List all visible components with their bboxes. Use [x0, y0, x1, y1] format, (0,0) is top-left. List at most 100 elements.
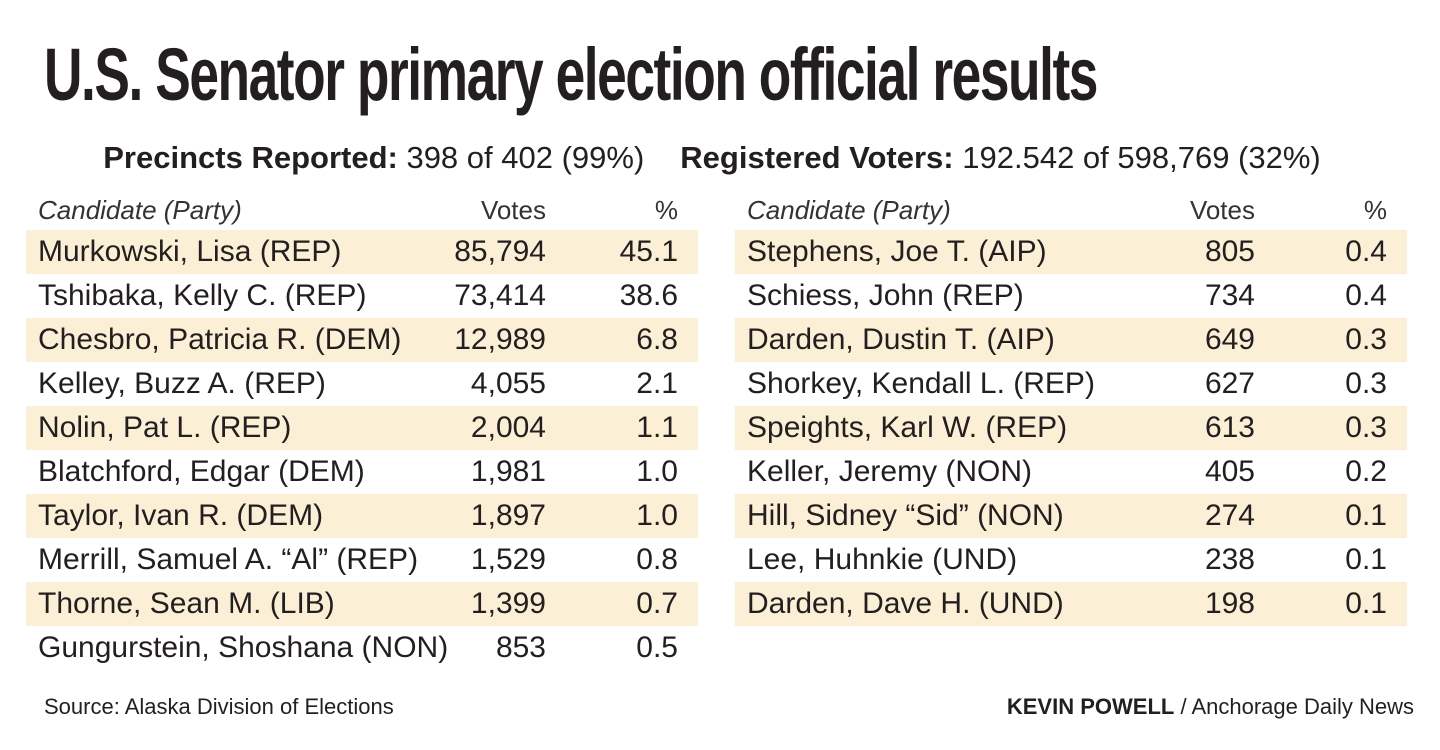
pct-cell: 0.8: [636, 543, 678, 576]
pct-cell: 0.1: [1345, 543, 1387, 576]
table-row: Kelley, Buzz A. (REP) 4,055 2.1: [26, 362, 698, 406]
pct-cell: 1.0: [636, 499, 678, 532]
votes-cell: 238: [1204, 543, 1255, 576]
table-row: Murkowski, Lisa (REP) 85,794 45.1: [26, 230, 698, 274]
table-row: Chesbro, Patricia R. (DEM) 12,989 6.8: [26, 318, 698, 362]
table-row: Stephens, Joe T. (AIP) 805 0.4: [735, 230, 1407, 274]
votes-cell: 1,897: [470, 499, 546, 532]
pct-cell: 0.3: [1345, 411, 1387, 444]
candidate-cell: Keller, Jeremy (NON): [747, 455, 1033, 488]
table-row: Blatchford, Edgar (DEM) 1,981 1.0: [26, 450, 698, 494]
source-note: Source: Alaska Division of Elections: [44, 694, 394, 719]
candidate-cell: Murkowski, Lisa (REP): [38, 235, 342, 268]
votes-cell: 649: [1204, 323, 1255, 356]
table-header: Candidate (Party) Votes %: [26, 190, 698, 230]
table-header: Candidate (Party) Votes %: [735, 190, 1407, 230]
votes-cell: 274: [1204, 499, 1255, 532]
votes-cell: 613: [1204, 411, 1255, 444]
votes-cell: 73,414: [454, 279, 546, 312]
votes-cell: 805: [1204, 235, 1255, 268]
pct-cell: 1.0: [636, 455, 678, 488]
results-table-left: Candidate (Party) Votes % Murkowski, Lis…: [26, 190, 698, 670]
table-row: Schiess, John (REP) 734 0.4: [735, 274, 1407, 318]
voters-value: 192.542 of 598,769 (32%): [962, 140, 1321, 175]
candidate-cell: Darden, Dustin T. (AIP): [747, 323, 1055, 356]
votes-cell: 405: [1204, 455, 1255, 488]
table-row: Darden, Dustin T. (AIP) 649 0.3: [735, 318, 1407, 362]
candidate-cell: Blatchford, Edgar (DEM): [38, 455, 365, 488]
pct-cell: 1.1: [636, 411, 678, 444]
table-body: Stephens, Joe T. (AIP) 805 0.4 Schiess, Joh…: [735, 230, 1407, 626]
header-votes: Votes: [1189, 195, 1255, 225]
candidate-cell: Merrill, Samuel A. “Al” (REP): [38, 543, 419, 576]
votes-cell: 734: [1204, 279, 1255, 312]
voters-label: Registered Voters:: [680, 140, 954, 175]
pct-cell: 0.4: [1345, 235, 1387, 268]
pct-cell: 0.5: [636, 631, 678, 664]
page-title: U.S. Senator primary election official r…: [44, 33, 1098, 116]
pct-cell: 0.3: [1345, 367, 1387, 400]
votes-cell: 853: [495, 631, 546, 664]
pct-cell: 45.1: [619, 235, 678, 268]
pct-cell: 0.3: [1345, 323, 1387, 356]
votes-cell: 85,794: [454, 235, 546, 268]
candidate-cell: Lee, Huhnkie (UND): [747, 543, 1018, 576]
candidate-cell: Tshibaka, Kelly C. (REP): [38, 279, 367, 312]
candidate-cell: Darden, Dave H. (UND): [747, 587, 1064, 620]
table-row: Keller, Jeremy (NON) 405 0.2: [735, 450, 1407, 494]
voters-stat: Registered Voters: 192.542 of 598,769 (3…: [680, 136, 1320, 180]
table-row: Shorkey, Kendall L. (REP) 627 0.3: [735, 362, 1407, 406]
table-row: Darden, Dave H. (UND) 198 0.1: [735, 582, 1407, 626]
votes-cell: 4,055: [470, 367, 546, 400]
pct-cell: 6.8: [636, 323, 678, 356]
votes-cell: 1,399: [470, 587, 546, 620]
candidate-cell: Thorne, Sean M. (LIB): [38, 587, 335, 620]
candidate-cell: Gungurstein, Shoshana (NON): [38, 631, 449, 664]
table-row: Nolin, Pat L. (REP) 2,004 1.1: [26, 406, 698, 450]
pct-cell: 0.4: [1345, 279, 1387, 312]
table-row: Tshibaka, Kelly C. (REP) 73,414 38.6: [26, 274, 698, 318]
table-row: Thorne, Sean M. (LIB) 1,399 0.7: [26, 582, 698, 626]
candidate-cell: Hill, Sidney “Sid” (NON): [747, 499, 1064, 532]
credit-author: KEVIN POWELL: [1006, 694, 1175, 719]
results-table-right: Candidate (Party) Votes % Stephens, Joe …: [735, 190, 1407, 626]
candidate-cell: Speights, Karl W. (REP): [747, 411, 1068, 444]
votes-cell: 627: [1204, 367, 1255, 400]
header-pct: %: [1363, 195, 1387, 225]
candidate-cell: Taylor, Ivan R. (DEM): [38, 499, 324, 532]
pct-cell: 0.1: [1345, 499, 1387, 532]
candidate-cell: Schiess, John (REP): [747, 279, 1024, 312]
header-pct: %: [654, 195, 678, 225]
stats-line: Precincts Reported: 398 of 402 (99%) Regi…: [0, 136, 1424, 180]
candidate-cell: Chesbro, Patricia R. (DEM): [38, 323, 402, 356]
precincts-stat: Precincts Reported: 398 of 402 (99%): [103, 136, 644, 180]
votes-cell: 198: [1204, 587, 1255, 620]
candidate-cell: Shorkey, Kendall L. (REP): [747, 367, 1095, 400]
credit-line: KEVIN POWELL / Anchorage Daily News: [1007, 692, 1414, 722]
table-row: Taylor, Ivan R. (DEM) 1,897 1.0: [26, 494, 698, 538]
table-row: Gungurstein, Shoshana (NON) 853 0.5: [26, 626, 698, 670]
header-candidate: Candidate (Party): [38, 195, 242, 225]
pct-cell: 0.2: [1345, 455, 1387, 488]
credit-publication: Anchorage Daily News: [1191, 694, 1414, 719]
table-row: Hill, Sidney “Sid” (NON) 274 0.1: [735, 494, 1407, 538]
pct-cell: 0.1: [1345, 587, 1387, 620]
candidate-cell: Stephens, Joe T. (AIP): [747, 235, 1047, 268]
pct-cell: 2.1: [636, 367, 678, 400]
votes-cell: 2,004: [470, 411, 546, 444]
candidate-cell: Kelley, Buzz A. (REP): [38, 367, 326, 400]
precincts-value: 398 of 402 (99%): [406, 140, 645, 175]
pct-cell: 0.7: [636, 587, 678, 620]
header-votes: Votes: [480, 195, 546, 225]
votes-cell: 1,529: [470, 543, 546, 576]
credit-separator: /: [1174, 694, 1192, 719]
table-row: Lee, Huhnkie (UND) 238 0.1: [735, 538, 1407, 582]
candidate-cell: Nolin, Pat L. (REP): [38, 411, 292, 444]
table-body: Murkowski, Lisa (REP) 85,794 45.1 Tshibaka,…: [26, 230, 698, 670]
pct-cell: 38.6: [619, 279, 678, 312]
votes-cell: 12,989: [454, 323, 546, 356]
votes-cell: 1,981: [470, 455, 546, 488]
table-row: Merrill, Samuel A. “Al” (REP) 1,529 0.8: [26, 538, 698, 582]
table-row: Speights, Karl W. (REP) 613 0.3: [735, 406, 1407, 450]
header-candidate: Candidate (Party): [747, 195, 951, 225]
